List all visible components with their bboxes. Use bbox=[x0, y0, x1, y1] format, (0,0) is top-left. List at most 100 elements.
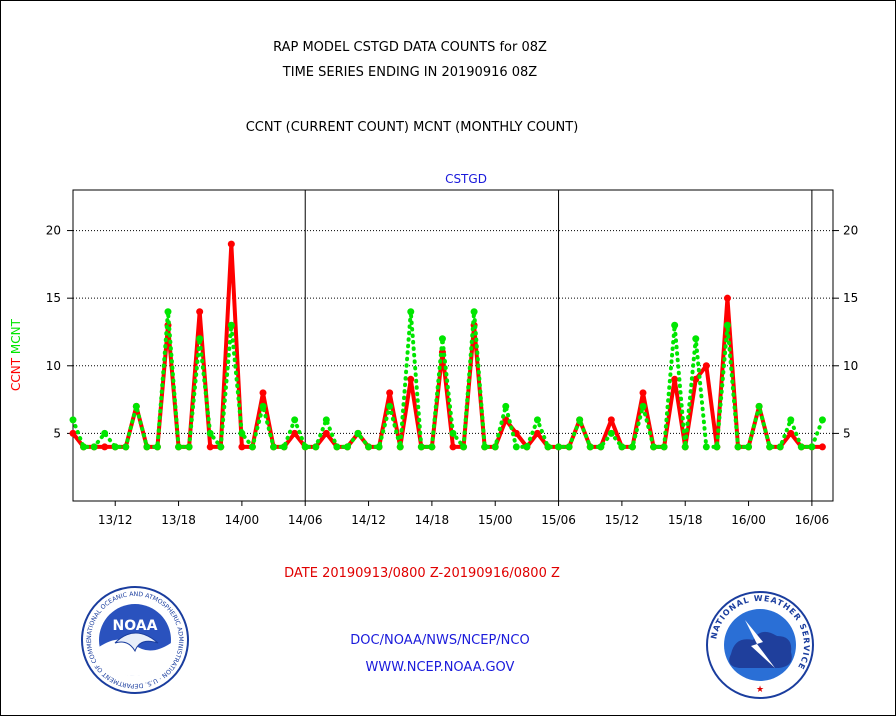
data-point-mcnt bbox=[80, 443, 88, 451]
data-point-mcnt bbox=[818, 416, 826, 424]
data-point-ccnt bbox=[101, 443, 109, 451]
data-point-mcnt bbox=[597, 443, 605, 451]
data-point-mcnt bbox=[90, 443, 98, 451]
xtick-label: 15/12 bbox=[605, 513, 640, 527]
y-axis-label: CCNT MCNT bbox=[9, 318, 23, 391]
data-point-mcnt bbox=[111, 443, 119, 451]
data-point-mcnt bbox=[175, 443, 183, 451]
data-point-mcnt bbox=[343, 443, 351, 451]
data-point-ccnt bbox=[196, 308, 204, 316]
data-point-mcnt bbox=[396, 443, 404, 451]
ytick-label-right: 15 bbox=[843, 291, 858, 305]
data-point-mcnt bbox=[248, 443, 256, 451]
data-point-mcnt bbox=[702, 443, 710, 451]
data-point-mcnt bbox=[586, 443, 594, 451]
data-point-ccnt bbox=[533, 429, 541, 437]
data-point-mcnt bbox=[407, 308, 415, 316]
data-point-mcnt bbox=[797, 443, 805, 451]
data-point-mcnt bbox=[386, 402, 394, 410]
data-point-mcnt bbox=[164, 308, 172, 316]
data-point-ccnt bbox=[227, 240, 235, 248]
ytick-label-right: 10 bbox=[843, 359, 858, 373]
data-point-mcnt bbox=[776, 443, 784, 451]
y-axis-label-mcnt: MCNT bbox=[9, 318, 23, 354]
xtick-label: 14/12 bbox=[351, 513, 386, 527]
xtick-label: 14/06 bbox=[288, 513, 323, 527]
chart-title-line1: RAP MODEL CSTGD DATA COUNTS for 08Z bbox=[273, 40, 547, 55]
data-point-mcnt bbox=[185, 443, 193, 451]
data-point-mcnt bbox=[734, 443, 742, 451]
data-point-ccnt bbox=[787, 429, 795, 437]
data-point-mcnt bbox=[280, 443, 288, 451]
ytick-label-left: 10 bbox=[46, 359, 61, 373]
data-point-mcnt bbox=[449, 429, 457, 437]
chart-subtitle: CCNT (CURRENT COUNT) MCNT (MONTHLY COUNT… bbox=[245, 120, 579, 135]
data-point-mcnt bbox=[555, 443, 563, 451]
data-point-ccnt bbox=[818, 443, 826, 451]
plot-title: CSTGD bbox=[445, 172, 487, 186]
data-point-mcnt bbox=[523, 443, 531, 451]
data-point-mcnt bbox=[713, 443, 721, 451]
data-point-ccnt bbox=[238, 443, 246, 451]
data-point-mcnt bbox=[502, 402, 510, 410]
y-axis-label-ccnt: CCNT bbox=[9, 354, 23, 391]
xtick-label: 14/00 bbox=[225, 513, 260, 527]
data-point-mcnt bbox=[301, 443, 309, 451]
data-point-mcnt bbox=[291, 416, 299, 424]
data-point-mcnt bbox=[745, 443, 753, 451]
data-point-mcnt bbox=[787, 416, 795, 424]
data-point-ccnt bbox=[386, 389, 394, 397]
xtick-label: 15/06 bbox=[541, 513, 576, 527]
website-link[interactable]: WWW.NCEP.NOAA.GOV bbox=[365, 660, 515, 675]
data-point-mcnt bbox=[217, 443, 225, 451]
series-line-ccnt bbox=[71, 242, 825, 449]
xtick-label: 13/18 bbox=[161, 513, 196, 527]
data-point-ccnt bbox=[702, 362, 710, 370]
xtick-label: 15/00 bbox=[478, 513, 513, 527]
noaa-logo: NOAA NATIONAL OCEANIC AND ATMOSPHERIC AD… bbox=[80, 585, 189, 694]
org-path-link[interactable]: DOC/NOAA/NWS/NCEP/NCO bbox=[350, 633, 530, 648]
data-point-mcnt bbox=[122, 443, 130, 451]
data-point-ccnt bbox=[692, 375, 700, 383]
data-point-mcnt bbox=[755, 402, 763, 410]
data-point-ccnt bbox=[449, 443, 457, 451]
svg-text:★: ★ bbox=[756, 685, 764, 695]
data-point-mcnt bbox=[354, 429, 362, 437]
data-point-mcnt bbox=[618, 443, 626, 451]
data-point-ccnt bbox=[322, 429, 330, 437]
data-point-mcnt bbox=[101, 429, 109, 437]
data-point-mcnt bbox=[365, 443, 373, 451]
data-point-mcnt bbox=[196, 335, 204, 343]
xtick-label: 15/18 bbox=[668, 513, 703, 527]
chart-title-line2: TIME SERIES ENDING IN 20190916 08Z bbox=[282, 65, 538, 80]
data-point-ccnt bbox=[671, 375, 679, 383]
data-point-mcnt bbox=[153, 443, 161, 451]
ytick-label-right: 20 bbox=[843, 224, 858, 238]
data-point-mcnt bbox=[607, 429, 615, 437]
data-point-mcnt bbox=[808, 443, 816, 451]
data-point-mcnt bbox=[766, 443, 774, 451]
data-point-mcnt bbox=[628, 443, 636, 451]
data-point-ccnt bbox=[206, 443, 214, 451]
plot-frame bbox=[72, 189, 834, 502]
data-point-mcnt bbox=[417, 443, 425, 451]
data-point-mcnt bbox=[333, 443, 341, 451]
data-point-ccnt bbox=[407, 375, 415, 383]
data-point-mcnt bbox=[671, 321, 679, 329]
xtick-label: 14/18 bbox=[415, 513, 450, 527]
data-point-mcnt bbox=[470, 308, 478, 316]
data-point-mcnt bbox=[650, 443, 658, 451]
data-point-mcnt bbox=[481, 443, 489, 451]
data-point-mcnt bbox=[375, 443, 383, 451]
data-point-mcnt bbox=[438, 335, 446, 343]
data-point-mcnt bbox=[491, 443, 499, 451]
data-point-mcnt bbox=[565, 443, 573, 451]
date-range-label: DATE 20190913/0800 Z-20190916/0800 Z bbox=[284, 566, 560, 581]
data-point-mcnt bbox=[238, 429, 246, 437]
data-point-mcnt bbox=[428, 443, 436, 451]
data-point-mcnt bbox=[692, 335, 700, 343]
data-point-mcnt bbox=[322, 416, 330, 424]
xtick-label: 16/00 bbox=[731, 513, 766, 527]
data-point-ccnt bbox=[291, 429, 299, 437]
